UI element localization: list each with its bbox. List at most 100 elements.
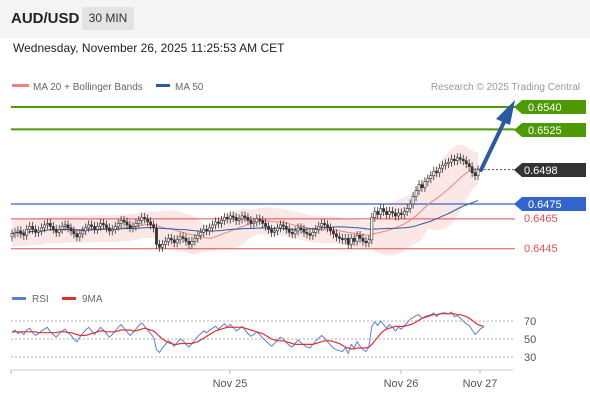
candle	[420, 180, 424, 193]
candle	[388, 206, 391, 219]
candle	[119, 215, 123, 228]
candle	[261, 215, 265, 228]
candle	[140, 212, 144, 225]
x-axis-ticks: Nov 25 Nov 26 Nov 27	[10, 370, 498, 390]
candle	[214, 217, 217, 230]
candle	[438, 163, 442, 178]
candle	[373, 206, 377, 222]
candle	[461, 154, 465, 166]
candle	[452, 154, 456, 166]
candle	[158, 239, 161, 252]
candle	[54, 224, 58, 237]
candle-body	[264, 223, 268, 227]
candle	[172, 235, 176, 248]
candle	[396, 208, 400, 221]
candle-body	[385, 211, 389, 215]
candle	[293, 226, 297, 239]
candle	[146, 214, 150, 227]
candle	[337, 232, 341, 243]
candle	[249, 215, 253, 228]
candle	[402, 206, 406, 219]
timeframe-badge[interactable]: 30 MIN	[82, 7, 134, 30]
candle	[299, 223, 303, 234]
candle	[66, 220, 70, 233]
x-tick-label: Nov 27	[463, 378, 498, 390]
candle-body	[225, 217, 229, 220]
candle	[349, 233, 353, 249]
candle	[367, 235, 371, 248]
candle-body	[296, 227, 300, 232]
candle-body	[314, 229, 318, 233]
candle-body	[158, 244, 161, 248]
candle	[205, 224, 209, 236]
candle	[379, 204, 383, 219]
candle	[317, 221, 321, 234]
candle-body	[196, 235, 200, 239]
candle-body	[143, 217, 147, 220]
candle-body	[175, 239, 179, 244]
candle-body	[140, 217, 144, 221]
rsi-legend-label: RSI	[32, 294, 49, 305]
candle	[28, 221, 32, 234]
candle-body	[290, 232, 294, 235]
candle	[202, 224, 206, 237]
candle-body	[28, 226, 32, 230]
candle	[166, 233, 170, 246]
candle	[385, 206, 389, 219]
candle	[149, 217, 153, 230]
candle-body	[96, 226, 99, 230]
candle-body	[102, 223, 105, 226]
candle-body	[110, 229, 114, 232]
rsi-legend: RSI 9MA	[12, 294, 103, 305]
candle-body	[420, 184, 424, 188]
target1-price-label: 0.6525	[514, 123, 586, 137]
candle-body	[51, 226, 55, 230]
candle-body	[78, 233, 82, 238]
candle-body	[473, 172, 477, 176]
candle-body	[137, 220, 141, 224]
candle	[40, 223, 43, 236]
candle	[87, 220, 91, 233]
candle	[22, 229, 26, 240]
candle-body	[87, 224, 91, 229]
candle-body	[408, 203, 412, 209]
candle	[399, 208, 403, 219]
candle	[225, 212, 229, 224]
candle-body	[438, 167, 442, 173]
candle	[458, 153, 462, 164]
candle-body	[287, 229, 291, 233]
candle-body	[81, 230, 85, 235]
candle	[364, 236, 368, 248]
candle	[332, 226, 335, 239]
candle-body	[334, 233, 338, 238]
candle	[125, 217, 129, 230]
candle-body	[270, 229, 273, 233]
candle-body	[414, 190, 418, 197]
candle-body	[220, 220, 223, 224]
forecast-arrow-shaft	[479, 118, 507, 172]
candle	[432, 166, 436, 181]
candle-body	[166, 238, 170, 242]
candle-body	[237, 218, 241, 221]
candle	[84, 223, 88, 236]
candle	[343, 233, 347, 245]
candle-body	[105, 224, 108, 229]
candle-body	[152, 224, 156, 229]
candle-body	[99, 223, 102, 227]
pivot-value: 0.6475	[528, 199, 562, 211]
ma50-legend-label: MA 50	[175, 82, 204, 93]
candle	[287, 224, 291, 237]
candle	[131, 221, 135, 233]
support2-value: 0.6445	[524, 243, 558, 255]
candle	[217, 217, 220, 228]
candle	[107, 223, 111, 236]
candle-body	[261, 220, 265, 224]
forecast-arrow-head	[496, 100, 515, 125]
candle-body	[447, 161, 450, 164]
candle-body	[31, 226, 35, 230]
x-tick-label: Nov 25	[213, 378, 248, 390]
candle-body	[228, 215, 232, 220]
candle	[116, 218, 120, 231]
candle-body	[355, 235, 359, 242]
